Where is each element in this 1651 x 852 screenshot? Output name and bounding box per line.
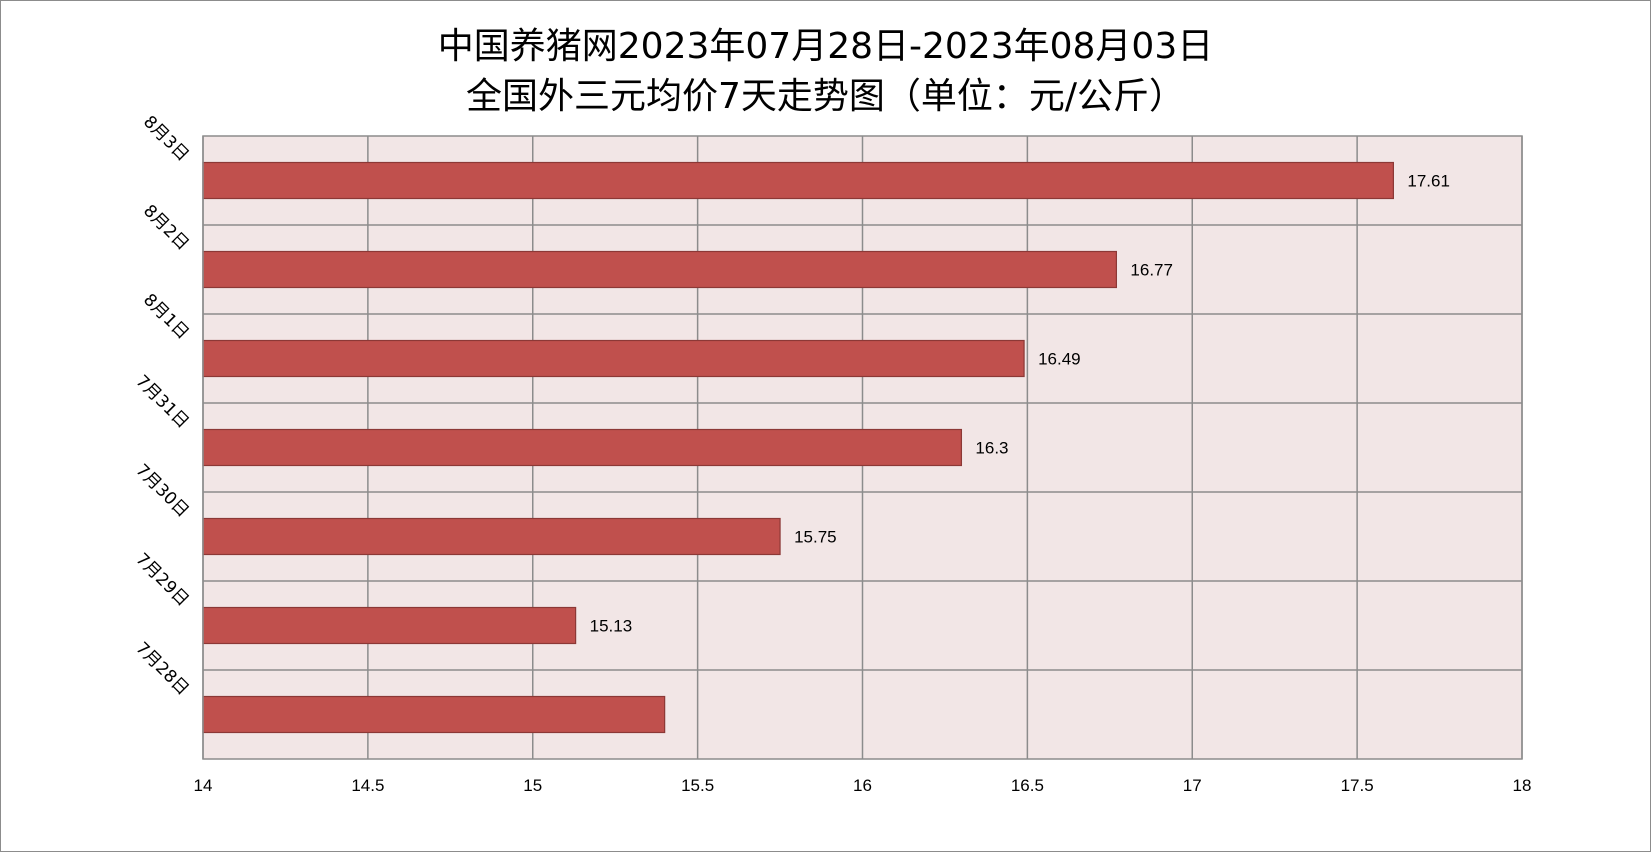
x-tick-label: 14.5 [351, 776, 384, 795]
category-label: 8月2日 [139, 201, 192, 254]
category-label: 7月31日 [131, 371, 192, 432]
bar [202, 339, 1025, 378]
chart-title-line-2: 全国外三元均价7天走势图（单位：元/公斤） [465, 76, 1186, 117]
x-tick-label: 16 [853, 776, 872, 795]
category-label: 7月28日 [131, 638, 192, 699]
category-label: 7月30日 [131, 460, 192, 521]
bar [202, 250, 1118, 289]
data-label: 17.61 [1407, 172, 1450, 191]
bar [202, 428, 963, 467]
category-label: 7月29日 [131, 549, 192, 610]
category-label: 8月3日 [139, 112, 192, 165]
bar [202, 517, 781, 556]
x-tick-label: 17.5 [1341, 776, 1374, 795]
category-label: 8月1日 [139, 290, 192, 343]
bar [202, 161, 1394, 200]
bar [202, 606, 577, 645]
x-tick-label: 15.5 [681, 776, 714, 795]
bars [202, 161, 1394, 734]
data-label: 16.77 [1130, 261, 1173, 280]
x-tick-label: 17 [1183, 776, 1202, 795]
x-axis-ticks: 14 14.5 15 15.5 16 16.5 17 17.5 18 [194, 776, 1532, 795]
data-label: 16.49 [1038, 350, 1081, 369]
data-labels: 15.13 15.75 16.3 16.49 16.77 17.61 [590, 172, 1450, 636]
data-label: 16.3 [975, 439, 1008, 458]
x-tick-label: 18 [1513, 776, 1532, 795]
bar [202, 695, 666, 734]
plot-border [202, 135, 1523, 760]
x-tick-label: 15 [523, 776, 542, 795]
x-tick-label: 14 [194, 776, 213, 795]
y-axis-categories: 7月28日 7月29日 7月30日 7月31日 8月1日 8月2日 8月3日 [131, 112, 192, 699]
chart-title-line-1: 中国养猪网2023年07月28日-2023年08月03日 [437, 26, 1214, 67]
x-tick-label: 16.5 [1011, 776, 1044, 795]
chart-title: 中国养猪网2023年07月28日-2023年08月03日 全国外三元均价7天走势… [0, 22, 1651, 122]
data-label: 15.13 [590, 617, 633, 636]
data-label: 15.75 [794, 528, 837, 547]
